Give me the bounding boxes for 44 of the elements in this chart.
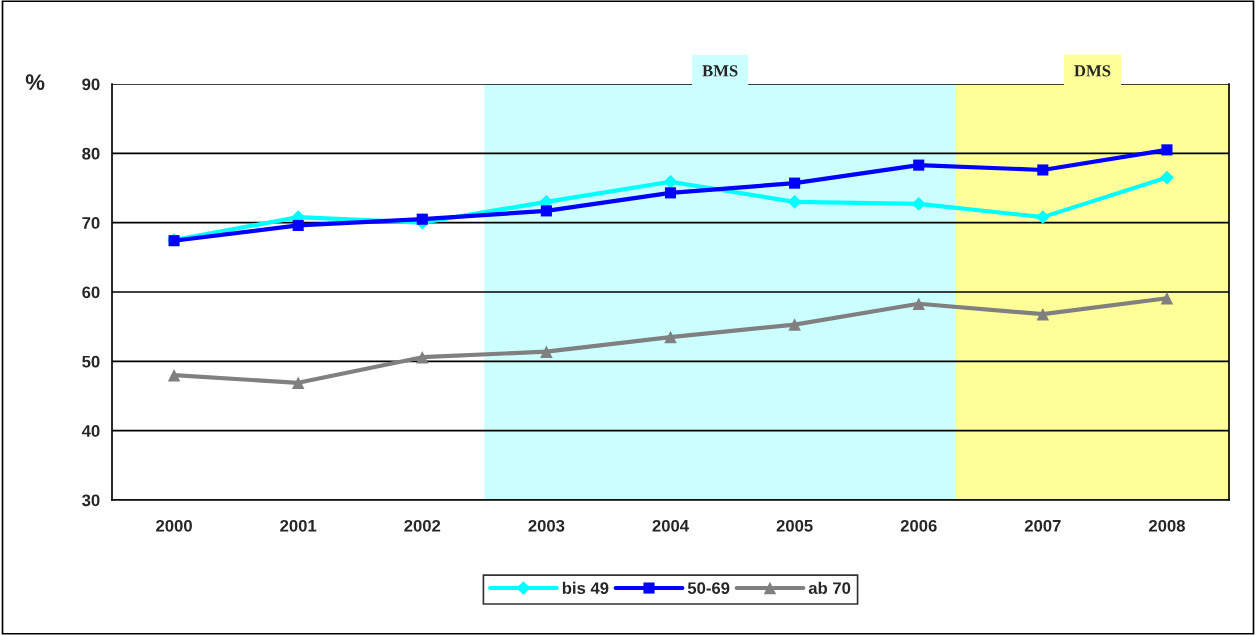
y-tick-label: 90	[82, 78, 100, 91]
band-label: BMS	[702, 65, 738, 77]
x-tick-label: 2006	[900, 519, 937, 532]
y-tick-label: 80	[82, 147, 100, 160]
y-tick-label: 70	[82, 217, 100, 229]
legend-label: bis 49	[562, 581, 609, 595]
point	[291, 376, 305, 390]
point	[540, 345, 553, 358]
point	[1160, 291, 1174, 305]
x-tick-label: 2003	[528, 519, 565, 532]
legend-label: 50-69	[687, 582, 730, 595]
x-tick-label: 2002	[404, 519, 441, 532]
y-tick-label: 50	[82, 355, 100, 368]
point	[540, 205, 552, 217]
x-tick-label: 2001	[280, 519, 317, 532]
point	[663, 174, 678, 189]
x-tick-label: 2005	[776, 519, 813, 532]
point	[292, 219, 304, 231]
point	[664, 330, 677, 344]
band-label: DMS	[1074, 65, 1111, 77]
point	[788, 318, 801, 331]
x-tick-label: 2000	[156, 519, 192, 532]
point	[416, 350, 429, 364]
point	[912, 297, 925, 311]
point	[1035, 210, 1050, 224]
point	[787, 194, 802, 209]
point	[167, 368, 181, 382]
x-tick-label: 2007	[1024, 519, 1061, 532]
point	[1036, 307, 1050, 321]
point	[789, 177, 801, 189]
point	[416, 213, 428, 225]
point	[911, 197, 926, 211]
x-tick-label: 2008	[1148, 519, 1185, 532]
point	[1037, 164, 1049, 176]
x-tick-label: 2004	[652, 519, 689, 532]
legend-label: ab 70	[808, 581, 851, 595]
point	[1160, 170, 1174, 185]
point	[913, 159, 925, 171]
y-tick-label: 60	[82, 286, 100, 299]
y-tick-label: 40	[81, 425, 100, 437]
y-axis-title: %	[25, 74, 45, 90]
point	[664, 187, 677, 199]
point	[1161, 144, 1173, 156]
y-tick-label: 30	[82, 494, 100, 507]
